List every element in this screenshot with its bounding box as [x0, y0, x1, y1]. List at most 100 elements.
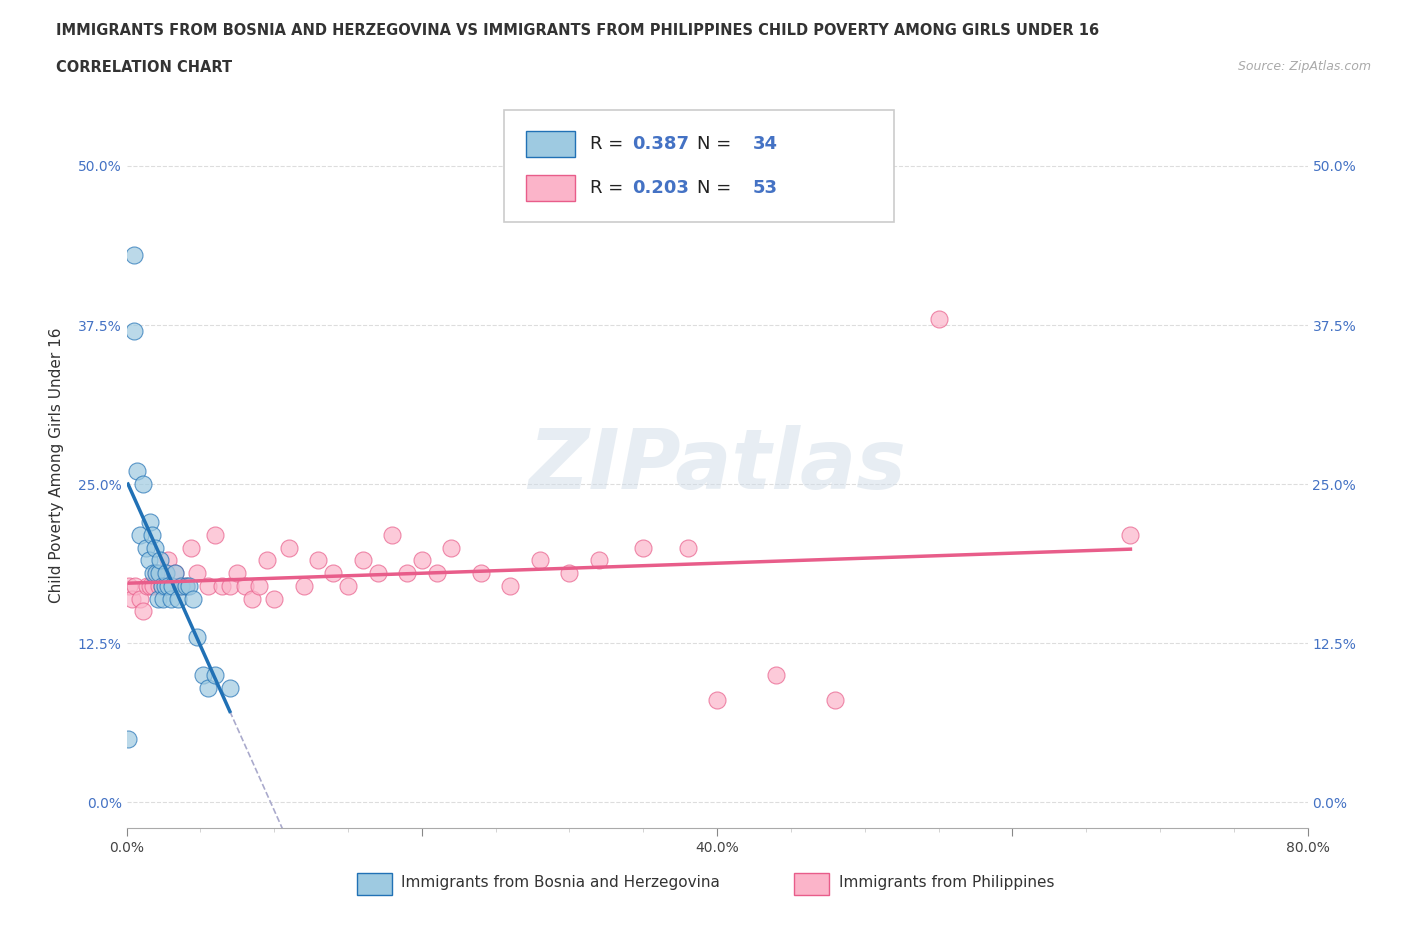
Text: ZIPatlas: ZIPatlas: [529, 424, 905, 506]
Point: [352, 553, 374, 568]
Point: [529, 553, 551, 568]
Point: [128, 591, 150, 606]
Point: [165, 565, 187, 580]
Point: [197, 578, 219, 593]
Point: [204, 668, 226, 683]
Point: [292, 578, 315, 593]
Point: [470, 565, 492, 580]
Text: Immigrants from Philippines: Immigrants from Philippines: [839, 874, 1054, 890]
Point: [128, 527, 150, 542]
Point: [181, 591, 204, 606]
Point: [706, 693, 728, 708]
Point: [167, 591, 190, 606]
Point: [765, 668, 787, 683]
Point: [676, 540, 699, 555]
Text: Source: ZipAtlas.com: Source: ZipAtlas.com: [1237, 60, 1371, 73]
Point: [247, 578, 270, 593]
Point: [148, 565, 170, 580]
FancyBboxPatch shape: [505, 110, 894, 222]
Point: [153, 578, 176, 593]
Text: R =: R =: [589, 179, 628, 197]
Point: [366, 565, 388, 580]
Text: N =: N =: [697, 179, 737, 197]
Point: [219, 578, 242, 593]
Point: [588, 553, 610, 568]
Point: [122, 324, 145, 339]
Bar: [357, 873, 392, 896]
Point: [396, 565, 419, 580]
Point: [149, 553, 172, 568]
Point: [135, 540, 157, 555]
Point: [124, 578, 146, 593]
Text: CORRELATION CHART: CORRELATION CHART: [56, 60, 232, 75]
Text: Immigrants from Bosnia and Herzegovina: Immigrants from Bosnia and Herzegovina: [401, 874, 720, 890]
Point: [139, 515, 162, 530]
Point: [240, 591, 263, 606]
Point: [186, 630, 208, 644]
Point: [132, 604, 155, 618]
Point: [177, 578, 200, 593]
Point: [381, 527, 404, 542]
Text: 0.387: 0.387: [633, 136, 689, 153]
Point: [141, 527, 163, 542]
Text: IMMIGRANTS FROM BOSNIA AND HERZEGOVINA VS IMMIGRANTS FROM PHILIPPINES CHILD POVE: IMMIGRANTS FROM BOSNIA AND HERZEGOVINA V…: [56, 23, 1099, 38]
Point: [122, 247, 145, 262]
Point: [165, 565, 187, 580]
Point: [180, 540, 202, 555]
Point: [278, 540, 301, 555]
Point: [219, 680, 242, 695]
Point: [226, 565, 249, 580]
Text: R =: R =: [589, 136, 628, 153]
Point: [153, 565, 176, 580]
Bar: [526, 175, 575, 201]
Point: [204, 527, 226, 542]
Point: [307, 553, 329, 568]
Point: [132, 477, 155, 492]
Point: [143, 540, 166, 555]
Point: [150, 578, 173, 593]
Text: 34: 34: [752, 136, 778, 153]
Text: 53: 53: [752, 179, 778, 197]
Point: [155, 565, 177, 580]
Point: [169, 578, 191, 593]
Bar: [794, 873, 830, 896]
Point: [928, 312, 950, 326]
Point: [233, 578, 256, 593]
Point: [152, 591, 174, 606]
Point: [159, 578, 183, 593]
Point: [118, 578, 141, 593]
Point: [211, 578, 233, 593]
Point: [145, 565, 167, 580]
Point: [142, 565, 165, 580]
Point: [1119, 527, 1142, 542]
Point: [146, 591, 169, 606]
Point: [186, 565, 208, 580]
Point: [256, 553, 278, 568]
Point: [499, 578, 522, 593]
Point: [145, 565, 167, 580]
Point: [142, 578, 165, 593]
Point: [263, 591, 285, 606]
Point: [148, 578, 170, 593]
Text: N =: N =: [697, 136, 737, 153]
Point: [411, 553, 433, 568]
Point: [322, 565, 344, 580]
Point: [170, 578, 193, 593]
Point: [162, 578, 184, 593]
Point: [136, 578, 159, 593]
Point: [121, 591, 143, 606]
Point: [440, 540, 463, 555]
Point: [156, 578, 179, 593]
Bar: [526, 131, 575, 157]
Point: [139, 578, 162, 593]
Point: [174, 578, 197, 593]
Point: [193, 668, 215, 683]
Point: [150, 578, 173, 593]
Point: [558, 565, 581, 580]
Point: [156, 553, 179, 568]
Text: 0.203: 0.203: [633, 179, 689, 197]
Point: [125, 464, 148, 479]
Point: [337, 578, 360, 593]
Point: [197, 680, 219, 695]
Point: [138, 553, 160, 568]
